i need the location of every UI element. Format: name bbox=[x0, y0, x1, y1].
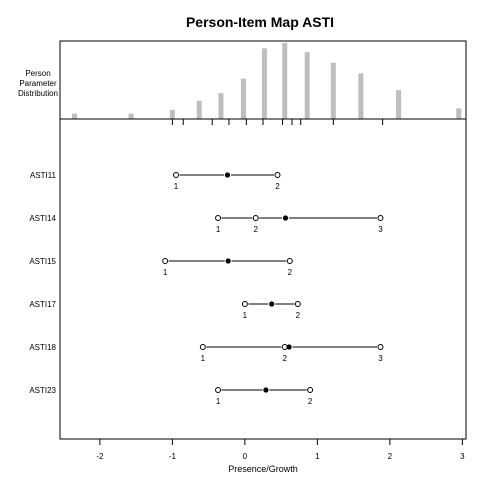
x-axis: -2 -1 0 1 2 3 bbox=[96, 439, 465, 461]
person-panel-label: Person Parameter Distribution bbox=[18, 69, 58, 98]
person-rug-ticks bbox=[171, 119, 384, 125]
threshold-label: 1 bbox=[243, 311, 248, 320]
threshold-marker bbox=[294, 301, 301, 307]
threshold-label: 2 bbox=[308, 397, 313, 406]
item-location-marker bbox=[225, 258, 231, 264]
x-tick-label: -2 bbox=[96, 452, 104, 461]
item-label: ASTI23 bbox=[29, 386, 56, 395]
person-distribution-bars bbox=[72, 43, 462, 120]
item-row: ASTI14 1 2 3 bbox=[29, 214, 384, 234]
threshold-marker bbox=[377, 344, 384, 350]
threshold-label: 1 bbox=[216, 225, 221, 234]
item-label: ASTI14 bbox=[29, 214, 56, 223]
item-label: ASTI15 bbox=[29, 257, 56, 266]
item-row: ASTI15 1 2 bbox=[29, 257, 293, 277]
person-bar bbox=[196, 100, 202, 119]
threshold-marker bbox=[286, 258, 293, 264]
x-tick-label: 2 bbox=[388, 452, 393, 461]
x-tick-label: 1 bbox=[315, 452, 320, 461]
x-tick-label: 0 bbox=[243, 452, 248, 461]
person-bar bbox=[240, 78, 246, 119]
threshold-marker bbox=[199, 344, 206, 350]
person-bar bbox=[128, 113, 134, 119]
item-row: ASTI18 1 2 3 bbox=[29, 343, 384, 363]
threshold-marker bbox=[215, 215, 222, 221]
threshold-label: 2 bbox=[283, 354, 288, 363]
threshold-marker bbox=[162, 258, 169, 264]
item-location-marker bbox=[269, 301, 275, 307]
threshold-label: 3 bbox=[378, 354, 383, 363]
threshold-label: 1 bbox=[216, 397, 221, 406]
person-bar bbox=[456, 108, 462, 119]
person-bar bbox=[396, 90, 402, 119]
person-label-line-1: Person bbox=[25, 69, 50, 78]
item-location-marker bbox=[224, 172, 231, 178]
item-rows: ASTI11 1 2 ASTI14 1 2 3 ASTI15 1 2 ASTI17 1 2 ASTI18 1… bbox=[29, 171, 384, 406]
threshold-marker bbox=[307, 387, 314, 393]
x-axis-label: Presence/Growth bbox=[228, 464, 298, 474]
threshold-marker bbox=[241, 301, 248, 307]
item-row: ASTI23 1 2 bbox=[29, 386, 314, 406]
person-bar bbox=[169, 109, 175, 119]
item-map-panel bbox=[59, 118, 467, 440]
item-row: ASTI11 1 2 bbox=[30, 171, 281, 191]
chart-title: Person-Item Map ASTI bbox=[186, 14, 334, 30]
threshold-marker bbox=[281, 344, 288, 350]
threshold-label: 2 bbox=[254, 225, 259, 234]
threshold-label: 3 bbox=[378, 225, 383, 234]
person-bar bbox=[282, 43, 288, 119]
threshold-label: 2 bbox=[296, 311, 301, 320]
item-label: ASTI11 bbox=[30, 171, 57, 180]
person-label-line-3: Distribution bbox=[18, 89, 58, 98]
threshold-label: 1 bbox=[201, 354, 206, 363]
item-location-marker bbox=[263, 387, 269, 393]
threshold-marker bbox=[215, 387, 222, 393]
person-bar bbox=[330, 62, 336, 119]
item-label: ASTI18 bbox=[29, 343, 56, 352]
threshold-marker bbox=[377, 215, 384, 221]
threshold-label: 1 bbox=[174, 182, 179, 191]
person-bar bbox=[72, 113, 77, 119]
item-row: ASTI17 1 2 bbox=[29, 300, 301, 320]
person-bar bbox=[218, 93, 224, 119]
person-bar bbox=[304, 52, 310, 120]
person-bar bbox=[358, 73, 364, 119]
x-tick-label: -1 bbox=[169, 452, 177, 461]
threshold-label: 2 bbox=[288, 268, 293, 277]
x-tick-label: 3 bbox=[460, 452, 465, 461]
item-location-marker bbox=[286, 344, 292, 350]
item-location-marker bbox=[282, 215, 289, 221]
threshold-marker bbox=[274, 172, 281, 178]
threshold-label: 1 bbox=[163, 268, 168, 277]
threshold-label: 2 bbox=[275, 182, 280, 191]
person-bar bbox=[261, 48, 267, 119]
threshold-marker bbox=[173, 172, 179, 178]
threshold-marker bbox=[252, 215, 259, 221]
person-label-line-2: Parameter bbox=[19, 79, 57, 88]
item-label: ASTI17 bbox=[29, 300, 56, 309]
